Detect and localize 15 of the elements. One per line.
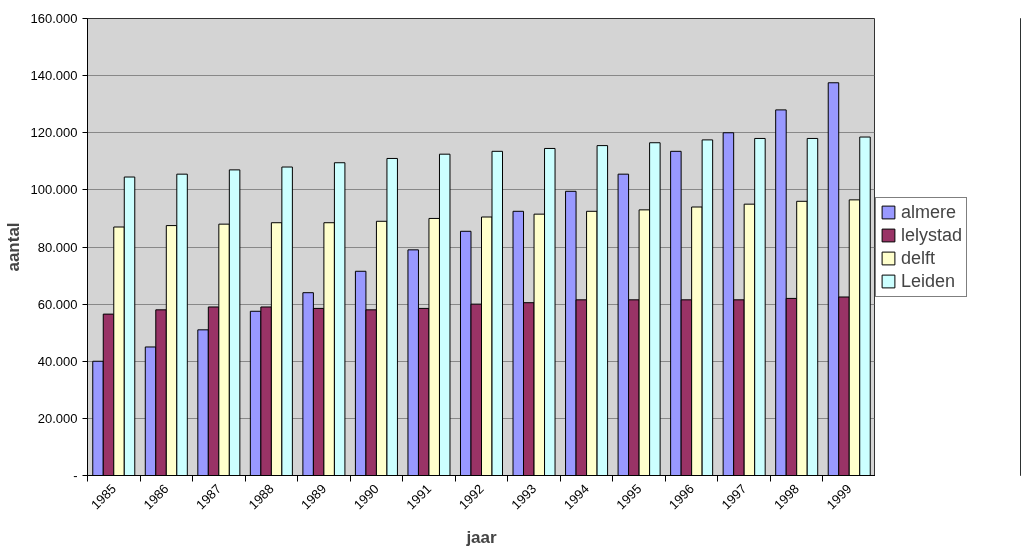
legend-label: delft <box>901 247 936 269</box>
y-axis-title: aantal <box>3 222 23 272</box>
y-tick-label: 60.000 <box>37 296 78 312</box>
legend-label: Leiden <box>901 270 956 292</box>
y-tick-label: 20.000 <box>37 410 78 426</box>
y-tick-label: 80.000 <box>37 239 78 255</box>
y-tick-label: 100.000 <box>30 182 78 198</box>
y-tick-label: 160.000 <box>30 11 78 26</box>
y-tick-label: 40.000 <box>37 353 78 369</box>
legend-label: lelystad <box>901 224 963 246</box>
y-tick-label: 120.000 <box>30 125 78 141</box>
legend-label: almere <box>901 201 957 223</box>
x-axis-title: jaar <box>465 528 498 548</box>
y-tick-label: - <box>73 468 78 483</box>
y-tick-label: 140.000 <box>30 68 78 84</box>
